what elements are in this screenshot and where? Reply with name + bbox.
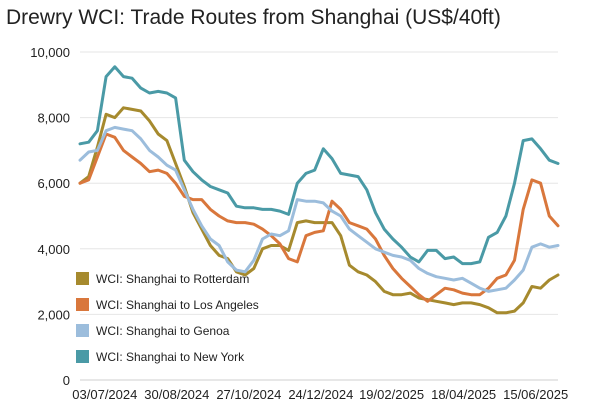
legend-swatch — [76, 272, 89, 285]
x-tick-label: 03/07/2024 — [72, 387, 137, 402]
x-tick-label: 15/06/2025 — [503, 387, 568, 402]
legend-label: WCI: Shanghai to Genoa — [96, 324, 230, 338]
y-tick-label: 6,000 — [37, 176, 70, 191]
legend-label: WCI: Shanghai to Los Angeles — [96, 298, 259, 312]
x-tick-label: 19/02/2025 — [359, 387, 424, 402]
chart-title: Drewry WCI: Trade Routes from Shanghai (… — [6, 6, 501, 29]
y-tick-label: 0 — [63, 373, 70, 388]
x-tick-label: 18/04/2025 — [431, 387, 496, 402]
series-lines — [78, 65, 560, 315]
y-tick-label: 2,000 — [37, 307, 70, 322]
legend-swatch — [76, 298, 89, 311]
x-tick-label: 27/10/2024 — [216, 387, 281, 402]
y-axis: 0 2,000 4,000 6,000 8,000 10,000 — [30, 45, 70, 388]
legend: WCI: Shanghai to Rotterdam WCI: Shanghai … — [76, 272, 259, 364]
legend-label: WCI: Shanghai to New York — [96, 350, 245, 364]
gridlines — [80, 51, 558, 381]
legend-label: WCI: Shanghai to Rotterdam — [96, 272, 249, 286]
x-tick-label: 30/08/2024 — [144, 387, 209, 402]
y-tick-label: 8,000 — [37, 111, 70, 126]
x-axis: 03/07/2024 30/08/2024 27/10/2024 24/12/2024… — [72, 387, 568, 402]
y-tick-label: 10,000 — [30, 45, 70, 60]
legend-swatch — [76, 350, 89, 363]
series-line — [78, 125, 560, 293]
legend-swatch — [76, 324, 89, 337]
y-tick-label: 4,000 — [37, 242, 70, 257]
series-line — [78, 132, 560, 303]
x-tick-label: 24/12/2024 — [288, 387, 353, 402]
series-line — [78, 106, 560, 315]
series-line — [78, 65, 560, 266]
